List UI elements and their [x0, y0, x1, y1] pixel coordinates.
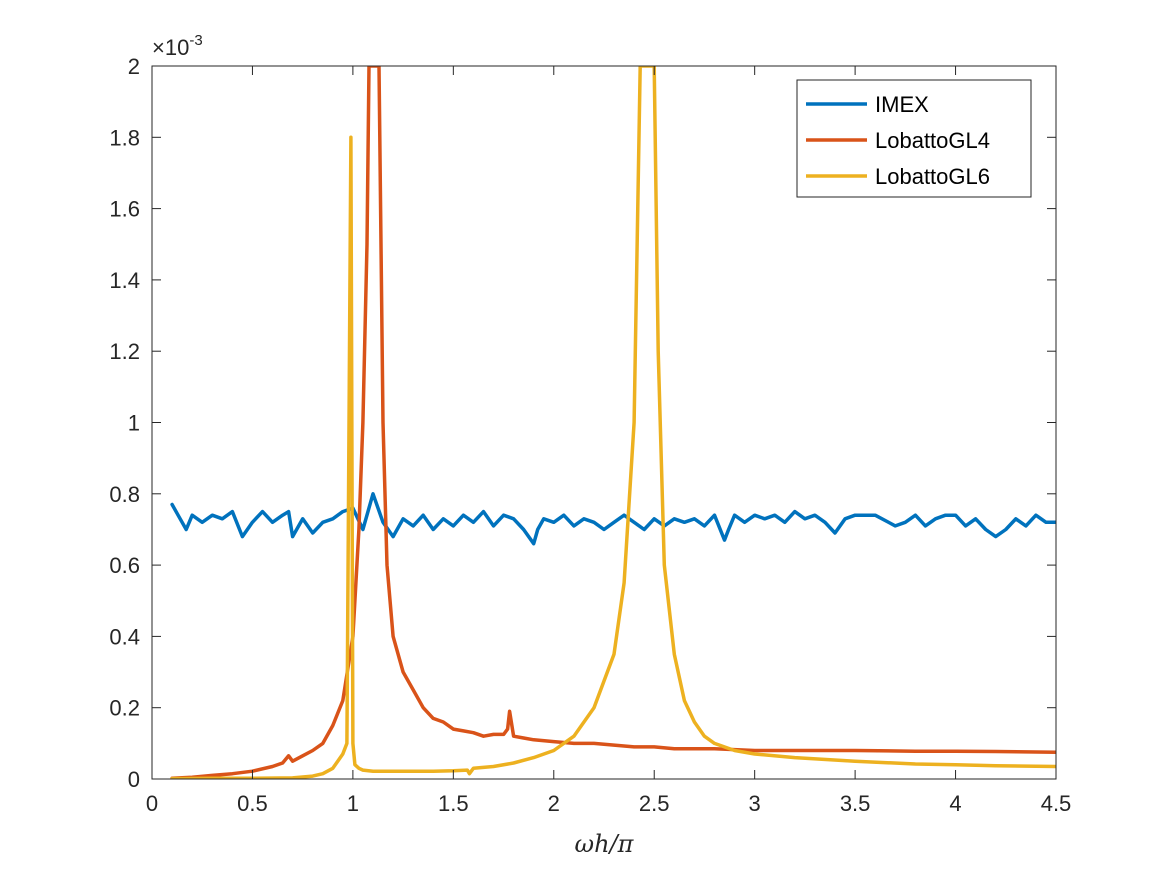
y-tick-label: 1.6: [109, 197, 140, 222]
legend-label: IMEX: [875, 92, 929, 117]
y-tick-label: 2: [128, 54, 140, 79]
x-tick-label: 0: [146, 791, 158, 816]
legend-entry-lobattogl4: LobattoGL4: [806, 128, 990, 153]
legend-label: LobattoGL4: [875, 128, 990, 153]
x-axis-label: ωh/π: [575, 830, 635, 858]
y-tick-label: 1.2: [109, 339, 140, 364]
y-tick-label: 1.8: [109, 125, 140, 150]
series-line-lobattogl4: [170, 66, 1056, 779]
y-exponent-label: ×10-3: [152, 32, 203, 60]
x-tick-label: 1.5: [438, 791, 469, 816]
tick-labels: 0 0.5 1 1.5 2 2.5 3 3.5 4 4.5 0 0.2 0.4 0.6 0.8 1 1.2 1.4…: [109, 54, 1071, 816]
y-tick-label: 0.8: [109, 482, 140, 507]
y-tick-label: 0.4: [109, 624, 140, 649]
legend-entry-lobattogl6: LobattoGL6: [806, 164, 990, 189]
x-tick-label: 3: [749, 791, 761, 816]
x-tick-label: 4: [949, 791, 961, 816]
y-tick-label: 1: [128, 411, 140, 436]
y-tick-label: 0: [128, 767, 140, 792]
x-tick-label: 4.5: [1041, 791, 1072, 816]
y-tick-label: 0.2: [109, 696, 140, 721]
legend-entry-imex: IMEX: [806, 92, 929, 117]
series-line-imex: [170, 492, 1056, 546]
legend: IMEX LobattoGL4 LobattoGL6: [796, 79, 1032, 198]
x-tick-label: 2: [548, 791, 560, 816]
y-tick-label: 1.4: [109, 268, 140, 293]
series-line-lobattogl6: [170, 66, 1056, 779]
y-tick-label: 0.6: [109, 553, 140, 578]
series-layer: [170, 66, 1056, 779]
x-tick-label: 2.5: [639, 791, 670, 816]
legend-label: LobattoGL6: [875, 164, 990, 189]
x-tick-label: 0.5: [237, 791, 268, 816]
x-tick-label: 1: [347, 791, 359, 816]
ticks: [151, 65, 1057, 780]
x-tick-label: 3.5: [840, 791, 871, 816]
